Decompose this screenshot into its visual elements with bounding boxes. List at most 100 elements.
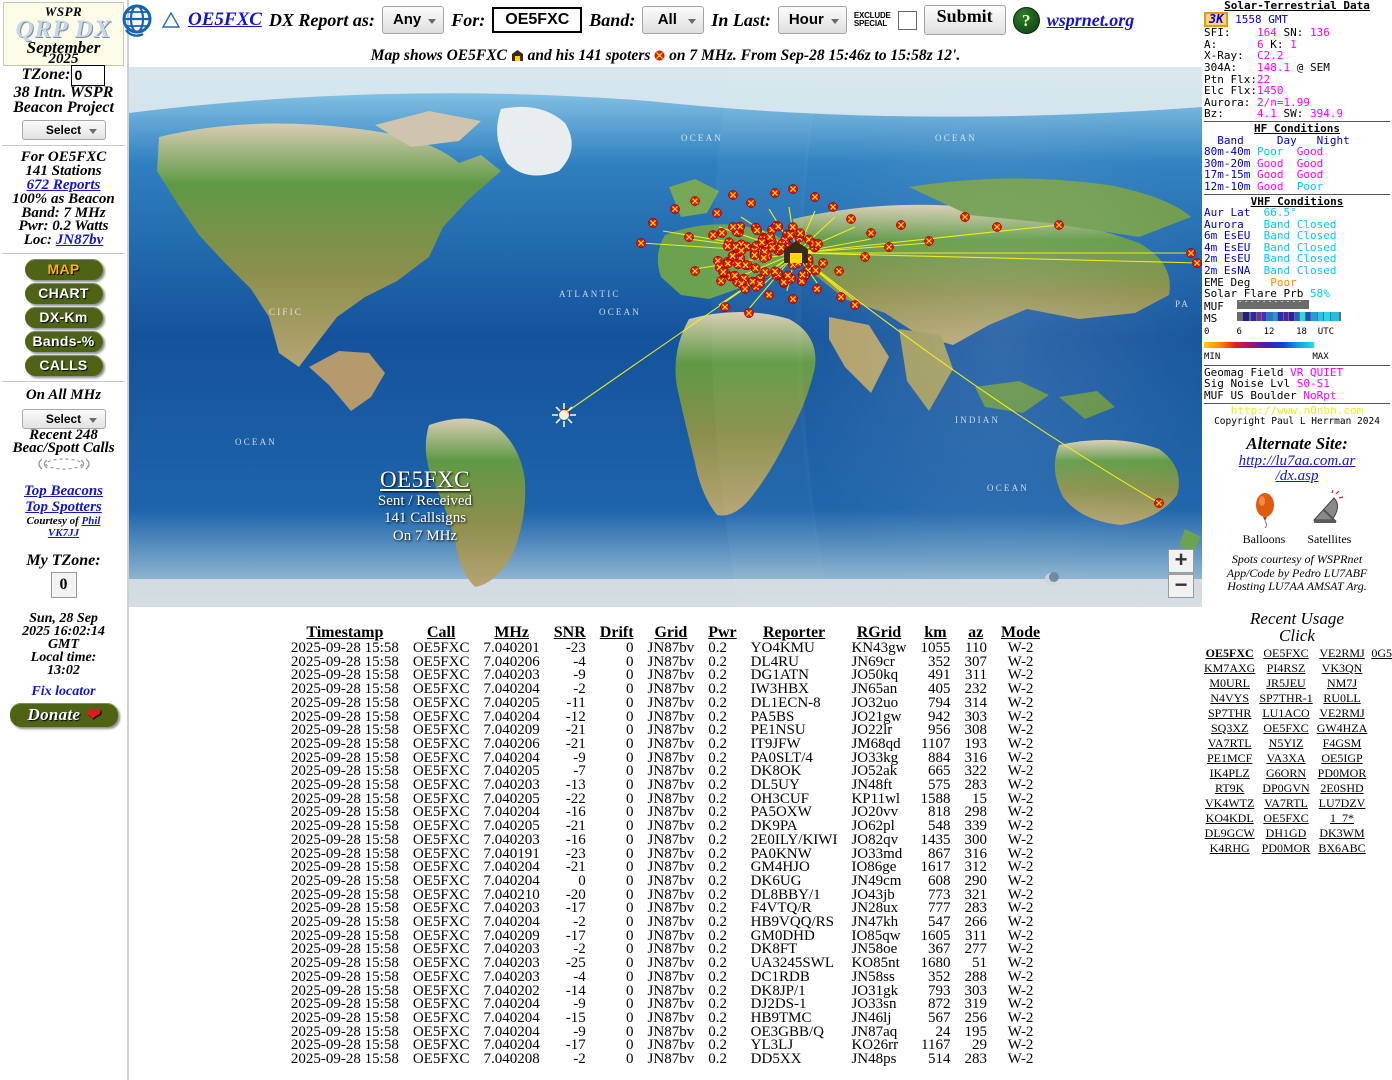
- usage-callsign-link[interactable]: RT9K: [1215, 781, 1244, 795]
- spot-marker[interactable]: [728, 222, 737, 231]
- spot-marker[interactable]: [774, 222, 783, 231]
- usage-callsign-link[interactable]: PE1MCF: [1207, 751, 1252, 765]
- spot-marker[interactable]: [818, 258, 827, 267]
- spot-marker[interactable]: [684, 232, 693, 241]
- usage-callsign-cell[interactable]: 2E0SHD: [1315, 781, 1370, 796]
- spot-marker[interactable]: [884, 242, 893, 251]
- band-select[interactable]: All: [642, 6, 704, 34]
- spot-marker[interactable]: [992, 222, 1001, 231]
- usage-callsign-cell[interactable]: K4RHG: [1202, 841, 1257, 856]
- alternate-site-link-line2[interactable]: /dx.asp: [1202, 469, 1392, 484]
- spot-marker[interactable]: [810, 192, 819, 201]
- help-icon[interactable]: ?: [1013, 7, 1040, 34]
- calls-button[interactable]: CALLS: [25, 355, 103, 376]
- usage-callsign-link[interactable]: SP7THR: [1208, 706, 1251, 720]
- usage-callsign-link[interactable]: IK4PLZ: [1210, 766, 1250, 780]
- spot-marker[interactable]: [1186, 248, 1195, 257]
- top-spotters-link[interactable]: Top Spotters: [0, 500, 127, 516]
- stats-loc-link[interactable]: JN87bv: [56, 232, 104, 248]
- spot-marker[interactable]: [720, 302, 729, 311]
- usage-callsign-link[interactable]: VA3XA: [1266, 751, 1305, 765]
- usage-callsign-cell[interactable]: BX6ABC: [1315, 841, 1370, 856]
- usage-callsign-link[interactable]: F4GSM: [1323, 736, 1362, 750]
- usage-callsign-link[interactable]: VK3QN: [1322, 661, 1363, 675]
- spot-marker[interactable]: [811, 266, 820, 275]
- usage-callsign-cell[interactable]: VA7RTL: [1202, 736, 1257, 751]
- usage-callsign-link[interactable]: OE5IGP: [1321, 751, 1362, 765]
- globe-icon[interactable]: [120, 3, 154, 37]
- spot-marker[interactable]: [744, 308, 753, 317]
- usage-callsign-cell[interactable]: NM7J: [1315, 676, 1370, 691]
- alternate-site-url[interactable]: http://lu7aa.com.ar /dx.asp: [1202, 454, 1392, 485]
- usage-callsign-link[interactable]: DH1GD: [1266, 826, 1307, 840]
- spot-marker[interactable]: [755, 279, 764, 288]
- spot-marker[interactable]: [753, 226, 762, 235]
- spot-marker[interactable]: [636, 238, 645, 247]
- usage-callsign-link[interactable]: VE2RMJ: [1319, 646, 1364, 660]
- usage-callsign-link[interactable]: DL9GCW: [1205, 826, 1255, 840]
- donate-button[interactable]: Donate ❤: [10, 703, 118, 727]
- my-tzone-value[interactable]: 0: [51, 572, 77, 598]
- usage-callsign-cell[interactable]: SP7THR: [1202, 706, 1257, 721]
- spot-marker[interactable]: [766, 233, 775, 242]
- usage-callsign-link[interactable]: OE5FXC: [1263, 646, 1308, 660]
- usage-callsign-link[interactable]: OE5FXC: [1263, 721, 1308, 735]
- spot-marker[interactable]: [924, 236, 933, 245]
- spot-marker[interactable]: [716, 276, 725, 285]
- spot-marker[interactable]: [728, 251, 737, 260]
- usage-callsign-link[interactable]: BX6ABC: [1318, 841, 1365, 855]
- usage-callsign-cell[interactable]: DH1GD: [1257, 826, 1314, 841]
- usage-callsign-cell[interactable]: OE5IGP: [1315, 751, 1370, 766]
- usage-callsign-link[interactable]: M0URL: [1209, 676, 1250, 690]
- site-logo[interactable]: WSPR QRP DX September 2025: [3, 2, 124, 66]
- usage-callsign-link[interactable]: LU7DZV: [1319, 796, 1366, 810]
- usage-callsign-link[interactable]: NM7J: [1327, 676, 1357, 690]
- report-type-select[interactable]: Any: [382, 6, 444, 34]
- dx-km-button[interactable]: DX-Km: [25, 307, 103, 328]
- usage-callsign-cell[interactable]: PD0MOR: [1257, 841, 1314, 856]
- usage-callsign-cell[interactable]: KO4KDL: [1202, 811, 1257, 826]
- all-mhz-select[interactable]: Select: [22, 409, 106, 429]
- spot-marker[interactable]: [812, 284, 821, 293]
- usage-callsign-link[interactable]: SP7THR-1: [1259, 691, 1312, 705]
- usage-callsign-cell[interactable]: SP7THR-1: [1257, 691, 1314, 706]
- current-callsign-link[interactable]: OE5FXC: [188, 9, 262, 31]
- usage-callsign-link[interactable]: 0G5QFP: [1371, 646, 1392, 660]
- zoom-in-button[interactable]: +: [1168, 549, 1194, 573]
- alternate-site-link-line1[interactable]: http://lu7aa.com.ar: [1202, 454, 1392, 469]
- usage-callsign-link[interactable]: LU1ACO: [1262, 706, 1309, 720]
- spot-marker[interactable]: [834, 266, 843, 275]
- usage-callsign-link[interactable]: G6ORN: [1266, 766, 1306, 780]
- usage-callsign-cell[interactable]: G6ORN: [1257, 766, 1314, 781]
- spot-marker[interactable]: [798, 270, 807, 279]
- usage-callsign-link[interactable]: DK3WM: [1319, 826, 1364, 840]
- spot-marker[interactable]: [746, 198, 755, 207]
- in-last-select[interactable]: Hour: [778, 6, 847, 34]
- usage-callsign-cell[interactable]: IK4PLZ: [1202, 766, 1257, 781]
- spot-marker[interactable]: [737, 246, 746, 255]
- usage-callsign-cell[interactable]: N5YIZ: [1257, 736, 1314, 751]
- spot-marker[interactable]: [814, 239, 823, 248]
- bands-pct-button[interactable]: Bands-%: [25, 331, 103, 352]
- spot-marker[interactable]: [708, 230, 717, 239]
- spot-marker[interactable]: [690, 196, 699, 205]
- spot-marker[interactable]: [836, 292, 845, 301]
- usage-callsign-cell[interactable]: LU7DZV: [1315, 796, 1370, 811]
- usage-callsign-cell[interactable]: GW4HZA: [1315, 721, 1370, 736]
- spot-marker[interactable]: [796, 229, 805, 238]
- spot-marker[interactable]: [728, 190, 737, 199]
- usage-callsign-cell[interactable]: SQ3XZ: [1202, 721, 1257, 736]
- spot-marker[interactable]: [690, 266, 699, 275]
- wsprnet-link[interactable]: wsprnet.org: [1047, 10, 1135, 31]
- usage-callsign-link[interactable]: PD0MOR: [1262, 841, 1311, 855]
- spot-marker[interactable]: [788, 223, 797, 232]
- usage-callsign-link[interactable]: OE5FXC: [1263, 811, 1308, 825]
- usage-callsign-cell[interactable]: 1_7*: [1315, 811, 1370, 826]
- usage-callsign-link[interactable]: PI4RSZ: [1267, 661, 1306, 675]
- spot-marker[interactable]: [828, 202, 837, 211]
- spot-marker[interactable]: [648, 218, 657, 227]
- usage-callsign-link[interactable]: DP0GVN: [1262, 781, 1309, 795]
- usage-callsign-cell[interactable]: VE2RMJ: [1315, 706, 1370, 721]
- spot-marker[interactable]: [783, 271, 792, 280]
- spot-marker[interactable]: [960, 212, 969, 221]
